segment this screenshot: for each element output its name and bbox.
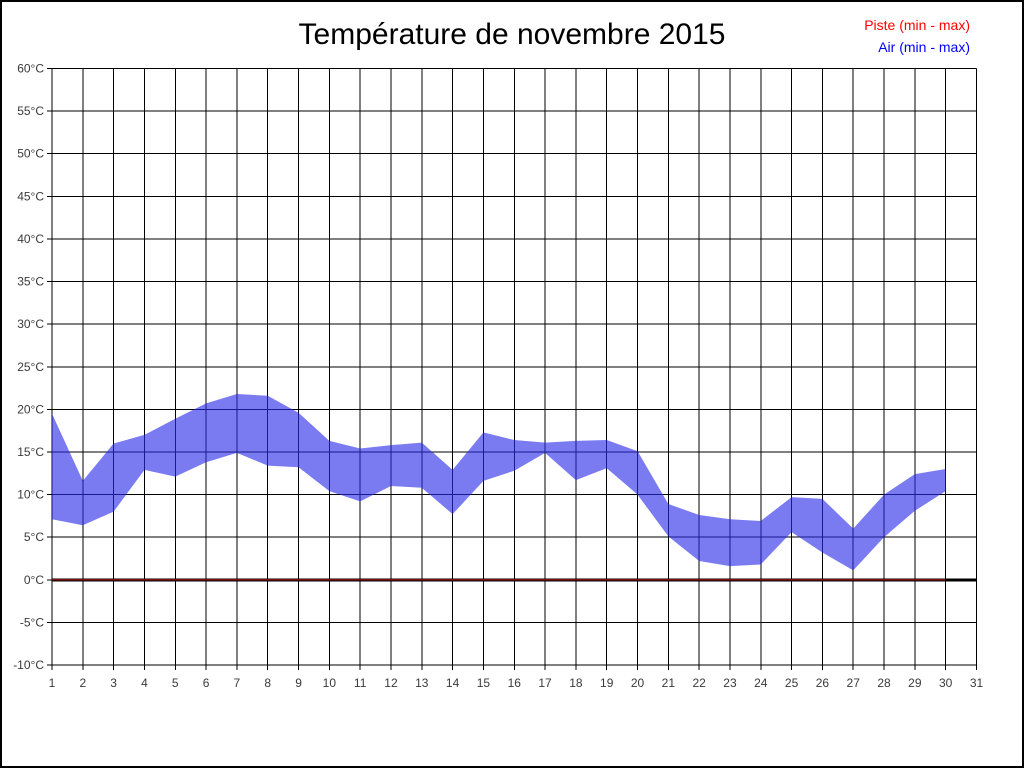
x-axis-label: 22 — [692, 676, 706, 690]
x-axis-label: 17 — [538, 676, 552, 690]
x-axis-label: 4 — [141, 676, 148, 690]
y-axis-label: 55°C — [17, 104, 44, 118]
x-axis-label: 8 — [264, 676, 271, 690]
x-axis-label: 5 — [172, 676, 179, 690]
y-axis-label: 30°C — [17, 317, 44, 331]
chart-title: Température de novembre 2015 — [298, 18, 726, 51]
y-axis-label: -10°C — [13, 658, 44, 672]
y-axis-label: 60°C — [17, 62, 44, 76]
y-axis-label: 35°C — [17, 275, 44, 289]
y-axis-label: 15°C — [17, 445, 44, 459]
x-axis-label: 7 — [234, 676, 241, 690]
x-axis-label: 21 — [662, 676, 676, 690]
x-axis-label: 3 — [110, 676, 117, 690]
x-axis-label: 26 — [816, 676, 830, 690]
x-axis-label: 19 — [600, 676, 614, 690]
x-axis-label: 20 — [631, 676, 645, 690]
x-axis-label: 27 — [847, 676, 861, 690]
legend-item-air: Air (min - max) — [878, 39, 970, 55]
y-axis-label: 50°C — [17, 147, 44, 161]
legend-item-piste: Piste (min - max) — [864, 17, 970, 33]
x-axis-label: 30 — [939, 676, 953, 690]
y-axis-label: 10°C — [17, 488, 44, 502]
x-axis-label: 6 — [203, 676, 210, 690]
y-axis-label: 25°C — [17, 360, 44, 374]
legend: Piste (min - max) Air (min - max) — [864, 14, 970, 58]
air-min-max-band — [52, 394, 946, 571]
x-axis-label: 29 — [908, 676, 922, 690]
x-axis-label: 9 — [295, 676, 302, 690]
x-axis-label: 16 — [508, 676, 522, 690]
x-axis-label: 14 — [446, 676, 460, 690]
x-axis-label: 2 — [79, 676, 86, 690]
y-axis-label: 20°C — [17, 402, 44, 416]
x-axis-label: 12 — [384, 676, 398, 690]
x-axis-label: 31 — [970, 676, 984, 690]
y-axis-label: 0°C — [24, 573, 44, 587]
x-axis-label: 28 — [877, 676, 891, 690]
x-axis-label: 15 — [477, 676, 491, 690]
y-axis-label: -5°C — [20, 615, 44, 629]
x-axis-label: 23 — [723, 676, 737, 690]
y-axis-label: 40°C — [17, 232, 44, 246]
x-axis-label: 10 — [323, 676, 337, 690]
x-axis-label: 1 — [49, 676, 56, 690]
y-axis-label: 45°C — [17, 189, 44, 203]
x-axis-label: 11 — [354, 676, 367, 690]
x-axis-label: 25 — [785, 676, 799, 690]
x-axis-label: 24 — [754, 676, 768, 690]
x-axis-label: 18 — [569, 676, 583, 690]
y-axis-label: 5°C — [24, 530, 44, 544]
x-axis-label: 13 — [415, 676, 429, 690]
